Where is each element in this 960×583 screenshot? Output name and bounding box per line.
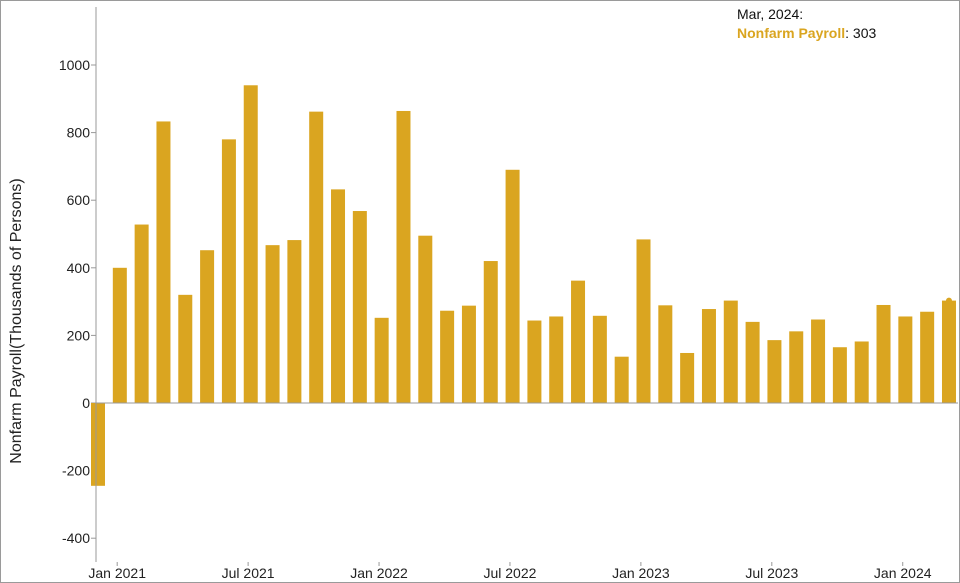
y-tick-label: 600 [67, 192, 91, 208]
bar[interactable]: Jan 2024: 256 [898, 316, 913, 403]
bar[interactable]: Feb 2023: 289 [658, 305, 673, 403]
bar[interactable]: Dec 2020: -245 [91, 403, 105, 486]
bar[interactable]: Apr 2021: 320 [178, 294, 193, 403]
y-tick-label: 1000 [59, 57, 90, 73]
bar[interactable]: Mar 2021: 833 [156, 121, 171, 403]
x-tick-label: Jul 2022 [483, 565, 536, 581]
x-tick-label: Jan 2021 [88, 565, 146, 581]
bar[interactable]: Nov 2023: 182 [854, 341, 869, 403]
bar[interactable]: Oct 2021: 862 [309, 111, 324, 403]
bar[interactable]: Jul 2021: 940 [243, 85, 258, 403]
y-tick-label: 200 [67, 327, 91, 343]
bar-series-nonfarm-payroll: Dec 2020: -245 Jan 2021: 400 Feb 2021: 528… [91, 85, 956, 486]
bar[interactable]: May 2021: 452 [200, 250, 215, 403]
bar[interactable]: Dec 2022: 137 [614, 356, 629, 403]
bar[interactable]: Jul 2022: 690 [505, 169, 520, 403]
hover-marker [945, 297, 952, 304]
bar[interactable]: Jun 2022: 420 [483, 261, 498, 403]
x-tick-label: Jul 2023 [745, 565, 798, 581]
y-axis-title: Nonfarm Payroll(Thousands of Persons) [8, 178, 25, 463]
bar[interactable]: Aug 2023: 212 [789, 331, 804, 403]
y-tick-label: 0 [82, 395, 90, 411]
bar[interactable]: Oct 2023: 165 [832, 347, 847, 403]
y-tick-label: 800 [67, 125, 91, 141]
bar[interactable]: Dec 2023: 290 [876, 304, 891, 403]
tooltip-series-name: Nonfarm Payroll [737, 25, 845, 41]
bar[interactable]: Sep 2021: 482 [287, 240, 302, 403]
bar[interactable]: Jul 2023: 186 [767, 340, 782, 403]
x-tick-label: Jan 2024 [874, 565, 932, 581]
bar[interactable]: Mar 2023: 148 [680, 352, 695, 403]
bar[interactable]: Sep 2023: 247 [811, 319, 826, 403]
bar[interactable]: Sep 2022: 256 [549, 316, 564, 403]
x-tick-label: Jan 2023 [612, 565, 670, 581]
x-axis-ticks: Jan 2021 Jul 2021 Jan 2022 Jul 2022 Jan 2023… [88, 562, 932, 581]
bar[interactable]: Mar 2022: 495 [418, 235, 433, 403]
bar[interactable]: Nov 2022: 258 [592, 315, 607, 403]
bar[interactable]: Aug 2021: 467 [265, 245, 280, 403]
hover-tooltip: Mar, 2024: Nonfarm Payroll: 303 [737, 6, 876, 41]
bar[interactable]: Jan 2022: 252 [374, 317, 389, 403]
bar[interactable]: Mar 2024: 303 [941, 300, 956, 403]
y-tick-label: 400 [67, 260, 91, 276]
bar[interactable]: Feb 2021: 528 [134, 224, 149, 403]
bar[interactable]: Apr 2022: 273 [440, 310, 455, 403]
bar[interactable]: Feb 2024: 270 [920, 311, 935, 403]
x-tick-label: Jul 2021 [222, 565, 275, 581]
bar[interactable]: Jun 2021: 780 [221, 139, 236, 404]
tooltip-line: Nonfarm Payroll: 303 [737, 25, 876, 41]
bar[interactable]: Aug 2022: 244 [527, 320, 542, 403]
bar[interactable]: Jun 2023: 240 [745, 321, 760, 403]
bar[interactable]: Apr 2023: 278 [701, 309, 716, 403]
bar[interactable]: May 2022: 288 [461, 305, 476, 403]
tooltip-date: Mar, 2024: [737, 6, 803, 22]
bar[interactable]: Feb 2022: 864 [396, 110, 411, 403]
y-tick-label: -400 [62, 530, 90, 546]
bar[interactable]: May 2023: 303 [723, 300, 738, 403]
y-axis-ticks: -400 -200 0 200 400 600 800 1000 [59, 57, 96, 546]
y-tick-label: -200 [62, 463, 90, 479]
bar[interactable]: Jan 2023: 484 [636, 239, 651, 403]
bar[interactable]: Jan 2021: 400 [112, 267, 127, 403]
bar[interactable]: Oct 2022: 362 [571, 280, 586, 403]
bar[interactable]: Nov 2021: 632 [331, 189, 346, 403]
tooltip-value: : 303 [845, 25, 876, 41]
x-tick-label: Jan 2022 [350, 565, 408, 581]
bar[interactable]: Dec 2021: 568 [352, 211, 367, 403]
